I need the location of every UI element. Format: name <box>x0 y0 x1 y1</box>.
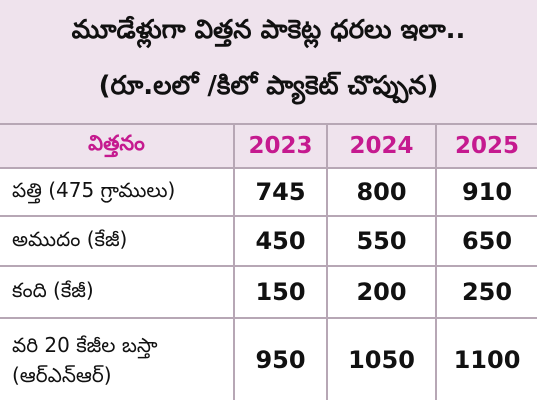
column-divider <box>233 123 235 400</box>
column-divider <box>326 123 328 400</box>
value-2024: 550 <box>356 227 407 255</box>
value-2024: 200 <box>356 278 407 306</box>
value-2024: 1050 <box>348 345 415 374</box>
value-2023: 745 <box>255 178 306 206</box>
row-label-line-2: (ఆర్ఎన్ఆర్) <box>12 362 112 387</box>
table-row: అముదం (కేజీ) 450 550 650 <box>0 215 537 265</box>
header-2024: 2024 <box>349 133 414 159</box>
row-label-line-1: వరి 20 కేజీల బస్తా <box>12 332 158 357</box>
value-2025: 250 <box>461 278 513 306</box>
price-table: విత్తనం 2023 2024 2025 పత్తి (475 గ్రాము… <box>0 123 537 400</box>
row-label: పత్తి (475 గ్రాములు) <box>12 177 176 202</box>
row-label: కంది (కేజీ) <box>12 277 94 302</box>
row-label: వరి 20 కేజీల బస్తా (ఆర్ఎన్ఆర్) <box>0 319 233 400</box>
title-line-1: మూడేళ్లుగా విత్తన పాకెట్ల ధరలు ఇలా.. <box>71 15 466 45</box>
table-row: కంది (కేజీ) 150 200 250 <box>0 265 537 317</box>
header-seed: విత్తనం <box>88 131 145 155</box>
value-2023: 950 <box>255 345 306 374</box>
value-2025: 1100 <box>453 345 521 374</box>
table-header-row: విత్తనం 2023 2024 2025 <box>0 123 537 167</box>
value-2024: 800 <box>356 178 407 206</box>
value-2023: 150 <box>255 278 306 306</box>
title-line-2: (రూ.లలో /కిలో ప్యాకెట్ చొప్పున) <box>98 71 439 101</box>
table-row: పత్తి (475 గ్రాములు) 745 800 910 <box>0 167 537 215</box>
row-label: అముదం (కేజీ) <box>12 226 128 251</box>
table-row: వరి 20 కేజీల బస్తా (ఆర్ఎన్ఆర్) 950 1050 … <box>0 317 537 400</box>
header-2025: 2025 <box>454 133 519 159</box>
title-block: మూడేళ్లుగా విత్తన పాకెట్ల ధరలు ఇలా.. (రూ… <box>0 0 537 123</box>
value-2025: 910 <box>461 178 513 206</box>
value-2023: 450 <box>255 227 306 255</box>
header-2023: 2023 <box>248 133 313 159</box>
column-divider <box>435 123 437 400</box>
value-2025: 650 <box>461 227 513 255</box>
